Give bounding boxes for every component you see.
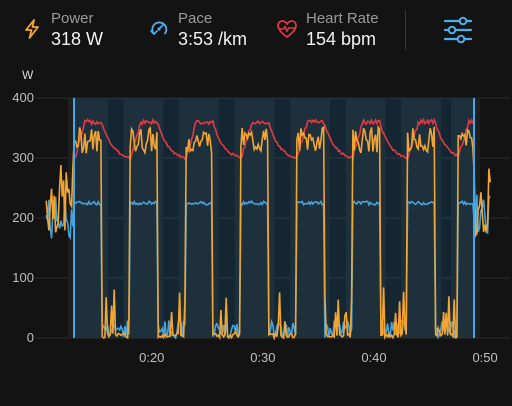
power-value: 318 W	[51, 29, 104, 49]
y-tick-label: 300	[12, 150, 34, 165]
power-line	[45, 124, 491, 341]
x-tick-label: 0:20	[139, 350, 164, 365]
y-tick-label: 0	[27, 330, 34, 345]
running-speed-icon	[150, 21, 168, 35]
heart-rate-label: Heart Rate	[306, 10, 379, 27]
heart-rate-value: 154 bpm	[306, 29, 377, 49]
heart-rate-metric: Heart Rate 154 bpm	[276, 10, 406, 54]
pace-label: Pace	[178, 10, 213, 27]
pace-metric: Pace 3:53 /km	[148, 10, 278, 54]
header-divider	[405, 10, 406, 50]
pace-value: 3:53 /km	[178, 29, 248, 49]
x-tick-label: 0:50	[472, 350, 497, 365]
y-tick-label: 400	[12, 90, 34, 105]
heart-rate-line	[73, 117, 474, 162]
x-tick-label: 0:30	[250, 350, 275, 365]
y-tick-label: 100	[12, 270, 34, 285]
heart-rate-icon	[277, 20, 297, 39]
settings-sliders-icon[interactable]	[442, 15, 474, 45]
power-metric: Power 318 W	[21, 10, 131, 54]
power-label: Power	[51, 10, 94, 27]
x-tick-label: 0:40	[361, 350, 386, 365]
lightning-bolt-icon	[25, 19, 39, 39]
y-tick-label: 200	[12, 210, 34, 225]
power-chart[interactable]: 0 100 200 300 400 0:20 0:30 0:40 0:50	[0, 80, 512, 406]
y-axis-unit-label: W	[22, 68, 34, 82]
